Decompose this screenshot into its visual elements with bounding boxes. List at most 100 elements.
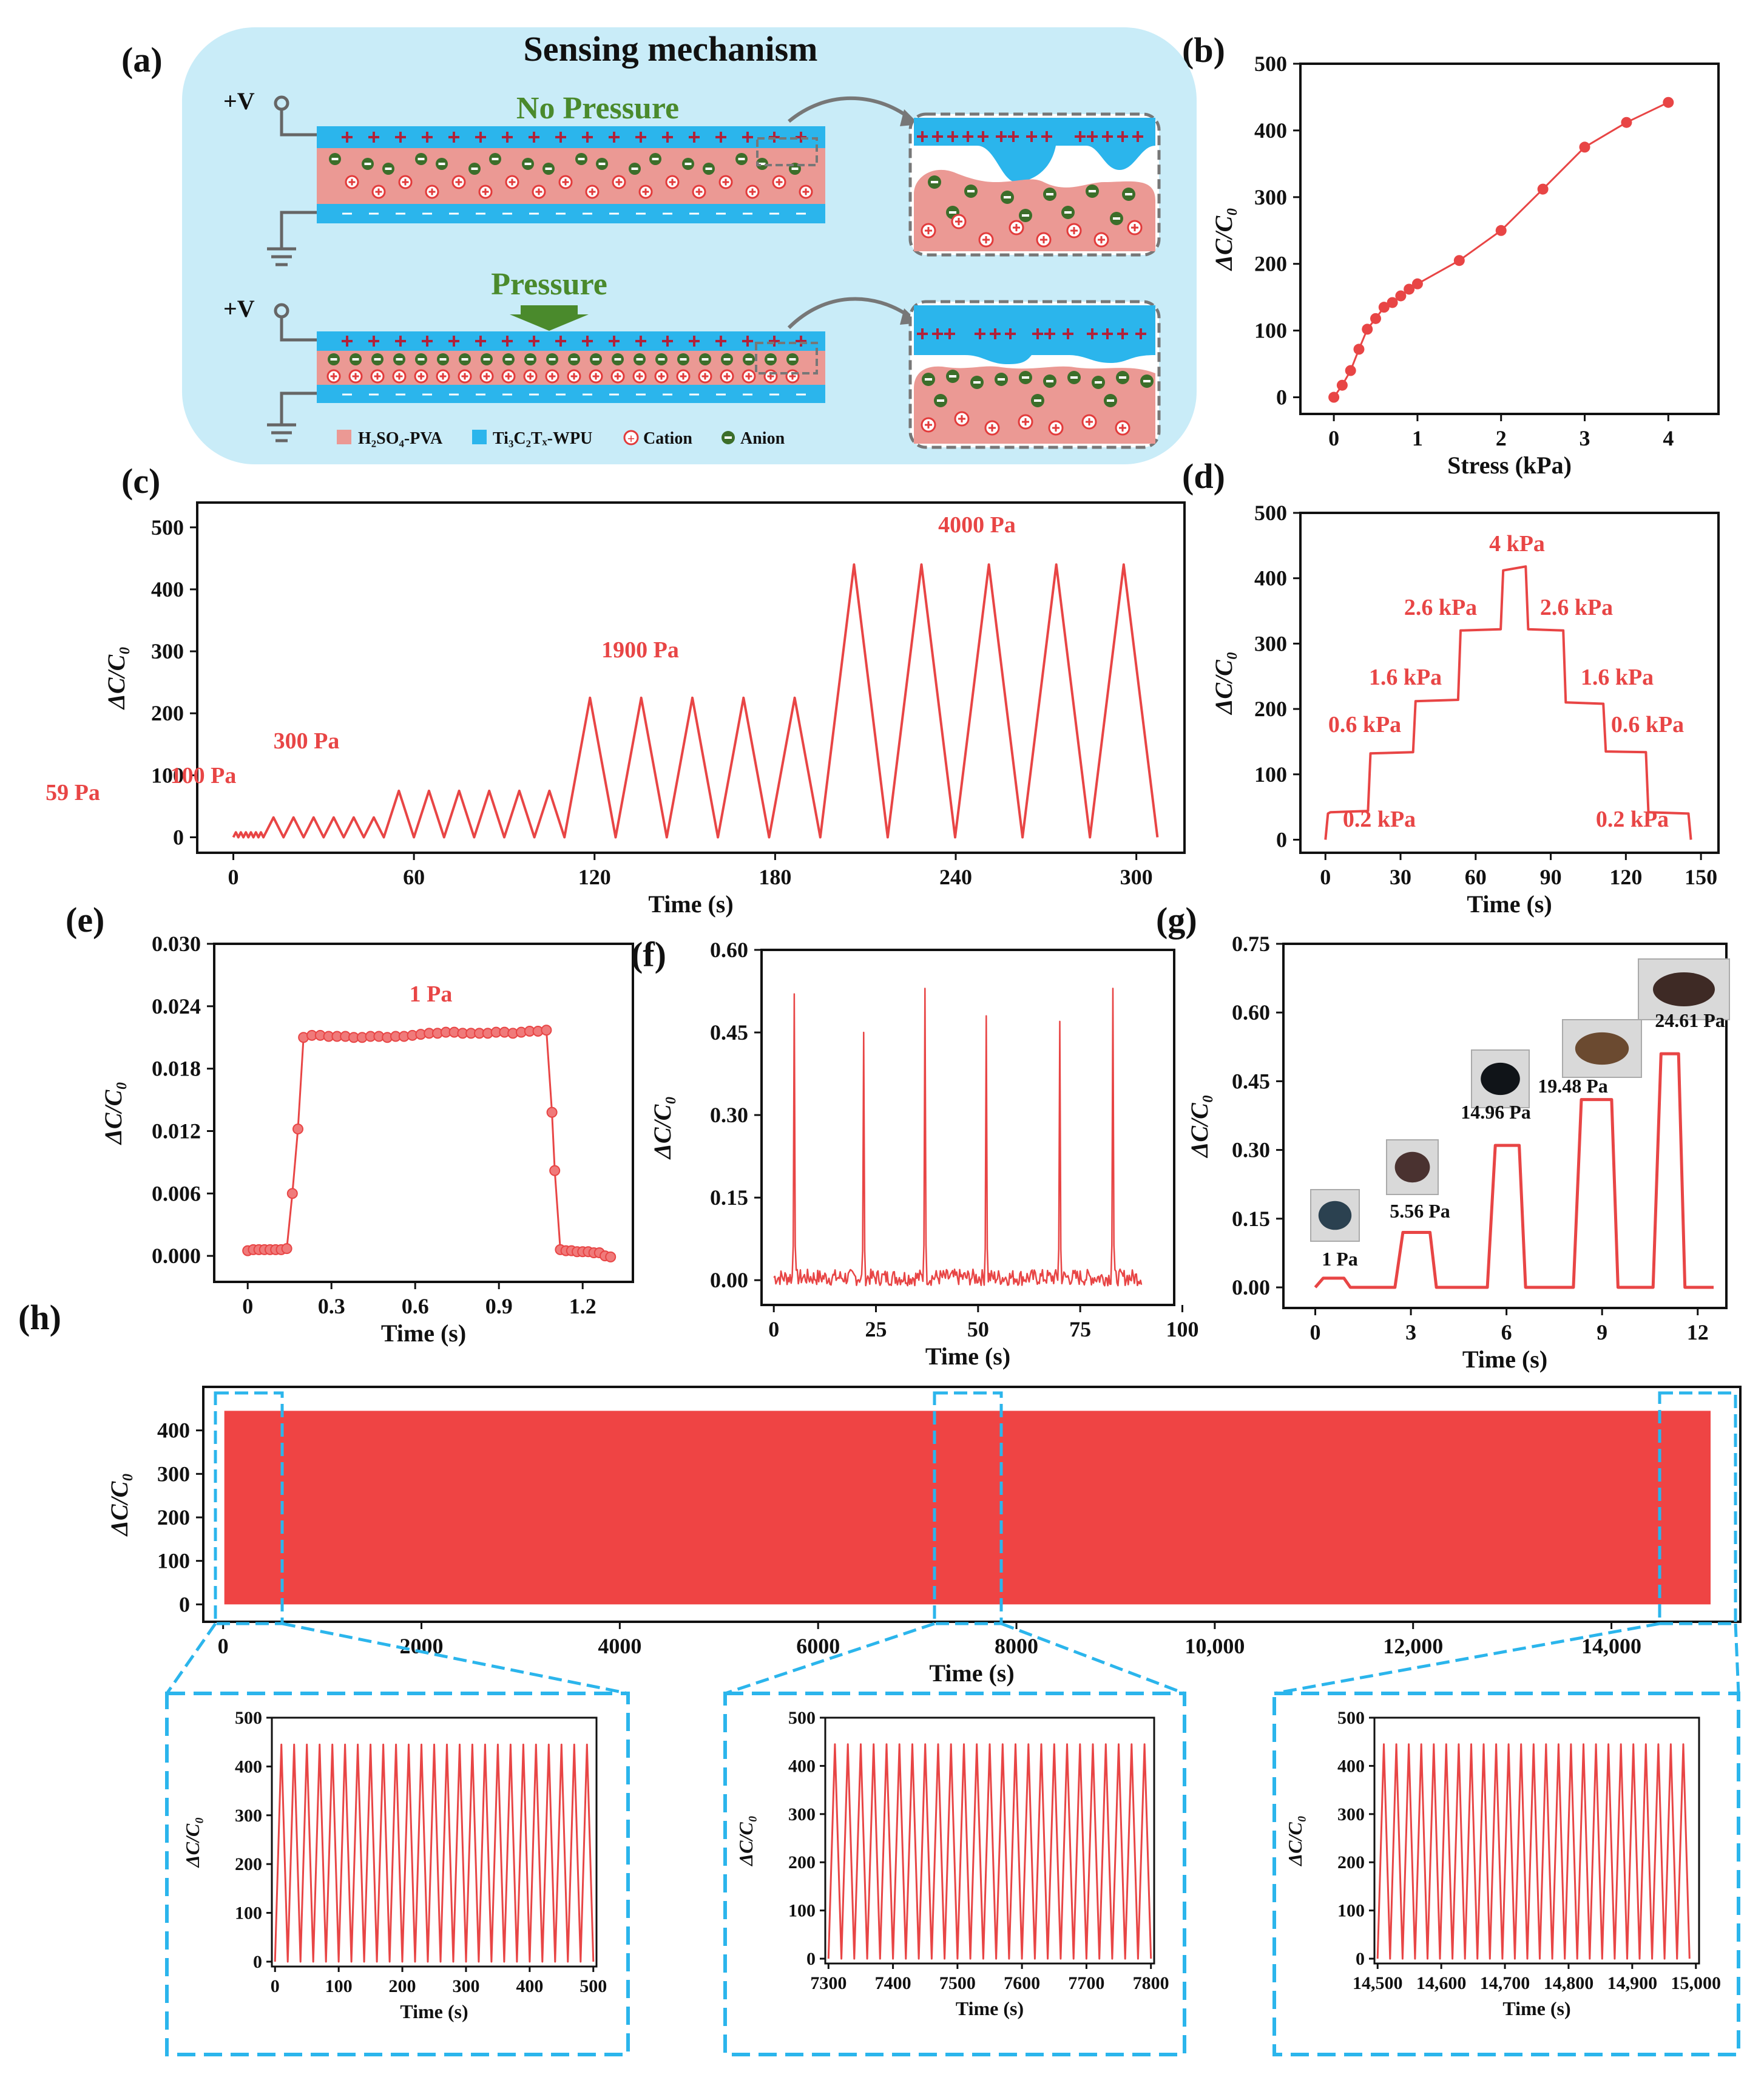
x-tick-label: 150 — [1685, 865, 1717, 889]
y-axis-label: ΔC/C₀ — [103, 646, 130, 711]
x-tick-label: 0 — [228, 865, 239, 889]
data-point — [1328, 391, 1340, 403]
y-tick-label: 0.30 — [1232, 1138, 1270, 1162]
step-annotation: 1.6 kPa — [1581, 665, 1654, 690]
x-tick-label: 9 — [1597, 1320, 1607, 1344]
minus-icon — [725, 436, 732, 439]
y-tick-label: 0.15 — [1232, 1207, 1270, 1231]
y-tick-label: 400 — [788, 1756, 816, 1776]
zoom-box-2 — [755, 342, 818, 374]
pressure-annotation: 1 Pa — [410, 981, 453, 1007]
chart-g-small-weights: 0 3 6 9 12 0.00 0.15 0.30 0.45 0.60 0.75 Time (s) ΔC… — [1186, 932, 1730, 1373]
pressure-label: Pressure — [491, 267, 607, 302]
data-point — [1336, 379, 1348, 391]
y-tick-label: 300 — [235, 1806, 262, 1826]
segment-annotation: 100 Pa — [171, 763, 237, 788]
anion-minus — [997, 378, 1005, 381]
anion-minus — [767, 358, 774, 361]
anion-minus — [614, 358, 621, 361]
data-point — [1353, 344, 1365, 355]
anion-minus — [936, 399, 945, 402]
zoom-connector — [1001, 1622, 1185, 1695]
anion-minus — [352, 358, 359, 361]
x-tick-label: 0 — [768, 1317, 779, 1341]
y-tick-label: 400 — [1337, 1756, 1365, 1776]
chart-b-capacitance-vs-stress: 0 1 2 3 4 0 100 200 300 400 500 Stress (kPa) ΔC/C₀ — [1210, 52, 1720, 479]
y-tick-label: 0.45 — [710, 1020, 748, 1045]
y-axis-label: ΔC/C₀ — [649, 1096, 676, 1160]
x-tick-label: 15,000 — [1671, 1973, 1722, 1993]
wire-top — [280, 109, 317, 137]
plot-frame — [271, 1716, 598, 1968]
inset-frame — [165, 1692, 630, 2056]
x-tick-label: 0 — [1310, 1320, 1321, 1344]
anion-minus — [417, 358, 425, 361]
y-tick-label: 200 — [157, 1505, 190, 1530]
anion-minus — [1143, 380, 1151, 382]
x-tick-label: 2 — [1496, 426, 1507, 450]
x-tick-label: 300 — [1120, 865, 1153, 889]
x-tick-label: 120 — [578, 865, 611, 889]
x-tick-label: 7500 — [939, 1973, 976, 1993]
step-annotation: 2.6 kPa — [1404, 595, 1477, 620]
weight-object — [1653, 972, 1715, 1006]
series-line — [1314, 1052, 1714, 1289]
data-point — [1537, 183, 1549, 195]
x-tick-label: 8000 — [995, 1634, 1038, 1658]
anion-minus — [658, 358, 665, 361]
weight-object — [1318, 1201, 1352, 1230]
weight-label: 19.48 Pa — [1538, 1075, 1608, 1097]
anion-minus — [1112, 217, 1121, 220]
x-axis-label: Time (s) — [400, 2001, 468, 2022]
zoom-arrow-1 — [788, 96, 911, 123]
chart-h-inset-middle: 7300 7400 7500 7600 7700 7800 0 100 200 300 400 500… — [735, 1708, 1169, 2019]
data-point — [605, 1251, 617, 1262]
anion-minus — [973, 381, 981, 384]
x-tick-label: 14,800 — [1544, 1973, 1594, 1993]
anion-minus — [592, 358, 600, 361]
y-tick-label: 0 — [1276, 385, 1287, 410]
x-tick-label: 0.9 — [485, 1294, 513, 1318]
anion-minus — [461, 358, 468, 361]
series-line — [1376, 1743, 1691, 1960]
series-line — [773, 988, 1143, 1287]
y-tick-label: 500 — [151, 515, 184, 540]
segment-annotation: 300 Pa — [274, 728, 340, 754]
y-tick-label: 0 — [1276, 827, 1287, 852]
x-tick-label: 4 — [1663, 426, 1674, 450]
y-axis-label: ΔC/C₀ — [1284, 1815, 1306, 1867]
y-tick-label: 0.60 — [1232, 1000, 1270, 1025]
y-tick-label: 0.030 — [152, 932, 201, 956]
x-tick-label: 60 — [403, 865, 425, 889]
anion-minus — [578, 158, 585, 160]
legend-cation-icon — [623, 430, 639, 446]
weight-object — [1394, 1151, 1430, 1183]
y-tick-label: 500 — [1254, 501, 1287, 525]
chart-d-stepwise-response: 0 30 60 90 120 150 0 100 200 300 400 500 Time (s) ΔC/… — [1210, 501, 1720, 918]
x-tick-label: 400 — [516, 1976, 543, 1996]
zoom-window — [214, 1391, 284, 1625]
x-tick-label: 50 — [967, 1317, 989, 1341]
anion-minus — [1088, 190, 1097, 192]
voltage-label-bottom: +V — [223, 295, 255, 322]
y-tick-label: 300 — [1337, 1804, 1365, 1825]
zoom-connector — [1274, 1622, 1660, 1695]
anion-minus — [1118, 376, 1127, 379]
data-point — [1395, 290, 1407, 302]
zoom-ions-2 — [917, 328, 1154, 436]
series-line — [247, 1029, 611, 1258]
wire-bottom — [280, 317, 317, 342]
segment-annotation: 59 Pa — [46, 780, 100, 805]
y-tick-label: 200 — [1337, 1852, 1365, 1872]
x-tick-label: 100 — [325, 1976, 353, 1996]
no-pressure-label: No Pressure — [516, 91, 679, 126]
ions-pressure — [326, 336, 806, 396]
data-point — [1621, 117, 1632, 128]
y-tick-label: 0 — [806, 1949, 816, 1969]
y-axis-label: ΔC/C₀ — [735, 1815, 757, 1867]
series-line — [274, 1743, 595, 1963]
x-tick-label: 7700 — [1068, 1973, 1104, 1993]
plot-frame — [1373, 1716, 1700, 1965]
weight-label: 1 Pa — [1322, 1248, 1358, 1270]
series-line — [827, 1743, 1152, 1960]
